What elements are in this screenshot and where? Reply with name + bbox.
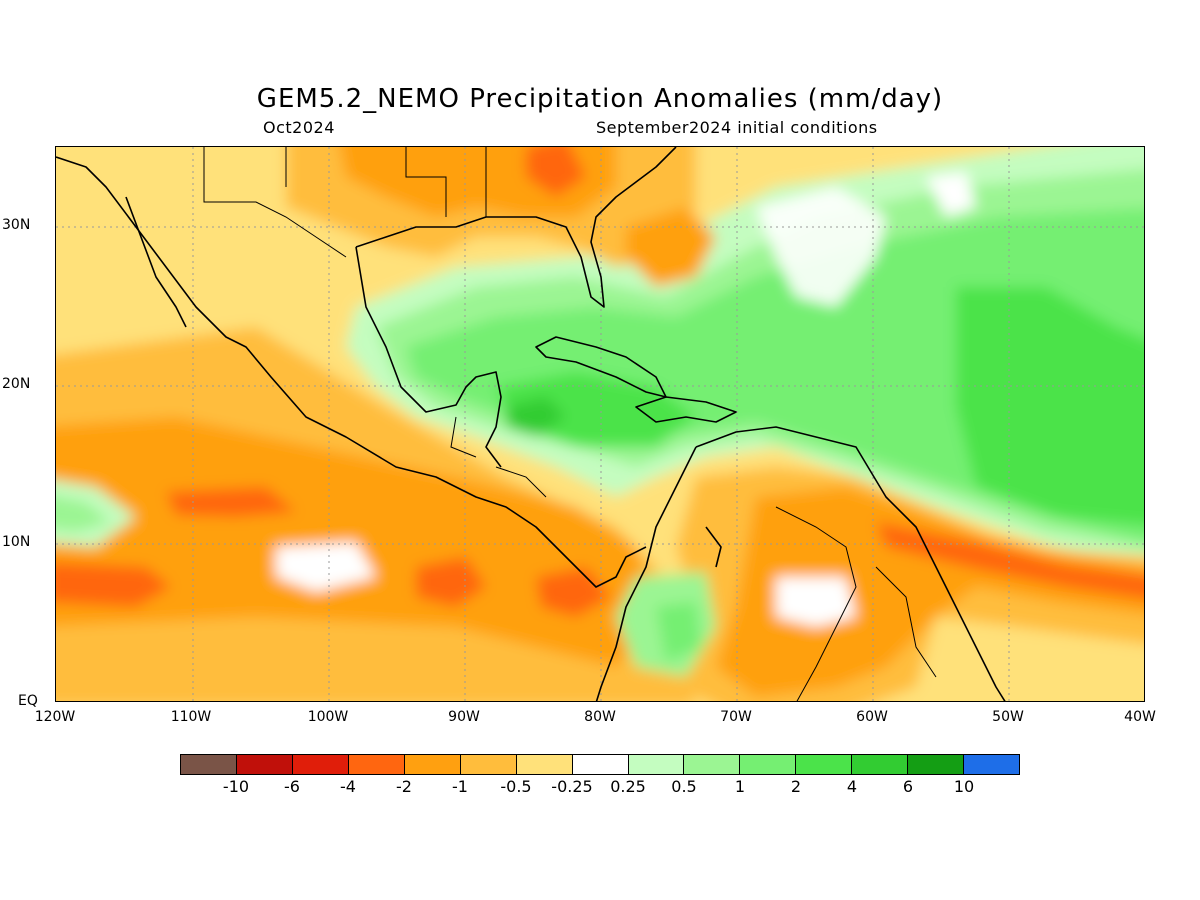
anomaly-field <box>56 147 1144 701</box>
lon-label-100w: 100W <box>307 709 349 725</box>
colorbar-label: -0.5 <box>500 777 532 796</box>
initial-conditions-label: September2024 initial conditions <box>596 118 878 137</box>
colorbar-label: 2 <box>790 777 802 796</box>
colorbar-swatch <box>740 755 797 774</box>
colorbar-swatch <box>908 755 965 774</box>
lon-label-40w: 40W <box>1124 709 1156 725</box>
colorbar-label: 6 <box>902 777 914 796</box>
lat-label-30n: 30N <box>2 217 31 233</box>
colorbar-swatch <box>572 755 629 774</box>
colorbar-swatch <box>684 755 741 774</box>
colorbar-label: 0.25 <box>610 777 646 796</box>
colorbar-swatch <box>964 755 1020 774</box>
lon-label-80w: 80W <box>584 709 616 725</box>
colorbar-swatch <box>796 755 853 774</box>
lon-label-110w: 110W <box>170 709 212 725</box>
colorbar-swatch <box>348 755 405 774</box>
colorbar-swatch <box>236 755 293 774</box>
borders <box>203 147 937 701</box>
colorbar-label: -1 <box>452 777 468 796</box>
colorbar-swatch <box>404 755 461 774</box>
colorbar-label: 0.5 <box>671 777 697 796</box>
lon-label-120w: 120W <box>34 709 76 725</box>
colorbar-label: 10 <box>953 777 975 796</box>
lon-label-90w: 90W <box>448 709 480 725</box>
lat-label-10n: 10N <box>2 534 31 550</box>
colorbar-label: -2 <box>396 777 412 796</box>
lon-label-70w: 70W <box>720 709 752 725</box>
colorbar-swatch <box>292 755 349 774</box>
map-title: GEM5.2_NEMO Precipitation Anomalies (mm/… <box>256 84 944 114</box>
colorbar-swatch <box>516 755 573 774</box>
valid-month-label: Oct2024 <box>263 118 335 137</box>
colorbar-swatch <box>628 755 685 774</box>
colorbar-label: 1 <box>734 777 746 796</box>
colorbar-label: -0.25 <box>551 777 593 796</box>
colorbar-label: -4 <box>340 777 356 796</box>
lon-label-60w: 60W <box>856 709 888 725</box>
colorbar-label: 4 <box>846 777 858 796</box>
colorbar-swatch <box>852 755 909 774</box>
lat-label-20n: 20N <box>2 376 31 392</box>
coastlines <box>56 147 1006 701</box>
lon-label-50w: 50W <box>992 709 1024 725</box>
colorbar <box>180 754 1020 775</box>
colorbar-label: -6 <box>284 777 300 796</box>
colorbar-swatch <box>460 755 517 774</box>
lat-label-eq: EQ <box>18 693 38 709</box>
precipitation-map <box>55 146 1145 702</box>
colorbar-label: -10 <box>222 777 250 796</box>
colorbar-swatch <box>181 755 237 774</box>
